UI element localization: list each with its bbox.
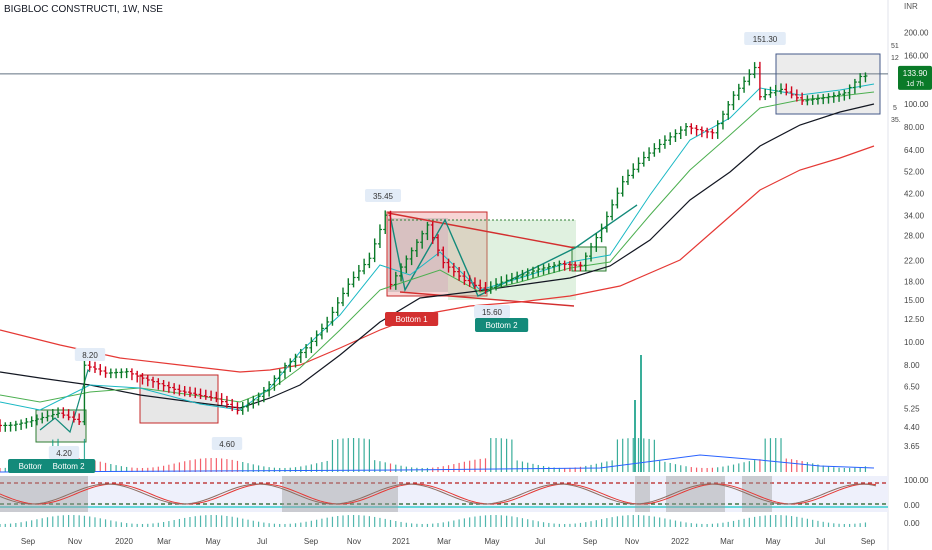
pattern-label: Bottom 1 bbox=[396, 315, 429, 324]
interval-label: 1W bbox=[122, 4, 137, 15]
side-label: 5 bbox=[893, 105, 897, 112]
chart-title: BIGBLOC CONSTRUCTI, 1W, NSE bbox=[4, 4, 163, 15]
y-tick-label: 3.65 bbox=[904, 442, 920, 451]
x-tick-label: Sep bbox=[304, 537, 319, 546]
x-tick-label: Sep bbox=[21, 537, 36, 546]
x-tick-label: 2020 bbox=[115, 537, 133, 546]
pattern-label: Bottom 2 bbox=[53, 462, 86, 471]
ema-slow-line bbox=[0, 103, 875, 409]
trough-label-bg bbox=[474, 305, 510, 318]
y-tick-label: 100.00 bbox=[904, 100, 929, 109]
peak-label: 35.45 bbox=[373, 192, 394, 201]
y-tick-label: 18.00 bbox=[904, 277, 925, 286]
price-tag-value: 133.90 bbox=[903, 69, 928, 78]
osc-shaded-zone bbox=[282, 476, 398, 512]
trough-label: 15.60 bbox=[482, 308, 503, 317]
zigzag-line bbox=[389, 204, 638, 297]
y-tick-label: 8.00 bbox=[904, 361, 920, 370]
y-tick-label: 22.00 bbox=[904, 257, 925, 266]
x-tick-label: May bbox=[484, 537, 499, 546]
peak-label-bg bbox=[74, 348, 106, 361]
x-tick-label: Nov bbox=[347, 537, 361, 546]
x-tick-label: Jul bbox=[535, 537, 545, 546]
pattern-zone-border bbox=[35, 409, 87, 443]
y-tick-label: 10.00 bbox=[904, 338, 925, 347]
x-tick-label: Jul bbox=[815, 537, 825, 546]
osc-shaded-zone bbox=[0, 476, 88, 512]
y-tick-label: 64.00 bbox=[904, 146, 925, 155]
x-tick-label: Mar bbox=[437, 537, 451, 546]
x-tick-label: Sep bbox=[861, 537, 876, 546]
price-tag-box bbox=[898, 65, 932, 90]
y-tick-label: 6.50 bbox=[904, 383, 920, 392]
y-tick-label: 52.00 bbox=[904, 168, 925, 177]
oscillator-pane bbox=[0, 476, 888, 512]
y-tick-label: 160.00 bbox=[904, 52, 929, 61]
x-tick-label: Mar bbox=[157, 537, 171, 546]
trough-label: 4.20 bbox=[56, 449, 72, 458]
side-label: 51 bbox=[891, 43, 899, 50]
pattern-label-bg bbox=[385, 312, 439, 326]
peak-label-bg bbox=[365, 189, 401, 202]
y-tick-label: 200.00 bbox=[904, 28, 929, 37]
y-tick-label: 80.00 bbox=[904, 123, 925, 132]
trough-label-bg bbox=[48, 446, 80, 459]
pattern-label-bg bbox=[42, 459, 96, 473]
x-tick-label: Jul bbox=[257, 537, 267, 546]
y-tick-label: 4.40 bbox=[904, 423, 920, 432]
osc-signal-line bbox=[0, 483, 877, 505]
x-tick-label: May bbox=[765, 537, 780, 546]
y-tick-label: 42.00 bbox=[904, 190, 925, 199]
x-tick-label: 2022 bbox=[671, 537, 689, 546]
y-tick-label: 5.25 bbox=[904, 405, 920, 414]
osc-shaded-zone bbox=[635, 476, 650, 512]
osc-main-line bbox=[0, 483, 877, 505]
ema-long-line bbox=[0, 145, 875, 373]
volume-ma-line bbox=[0, 454, 875, 473]
y-tick-label: 15.00 bbox=[904, 296, 925, 305]
osc-tick-label: 0.00 bbox=[904, 501, 920, 510]
x-tick-label: Nov bbox=[625, 537, 639, 546]
trend-line-upper bbox=[387, 212, 576, 249]
pattern-zone bbox=[448, 220, 576, 300]
x-tick-label: Nov bbox=[68, 537, 82, 546]
side-label: 35. bbox=[891, 117, 901, 124]
peak-label-bg bbox=[744, 32, 786, 45]
pattern-label-bg bbox=[475, 318, 529, 332]
trough-label-bg bbox=[211, 437, 243, 450]
symbol-label: BIGBLOC CONSTRUCTI bbox=[4, 4, 117, 15]
x-tick-label: 2021 bbox=[392, 537, 410, 546]
price-tag-countdown: 1d 7h bbox=[906, 81, 924, 88]
ema-fast-line bbox=[0, 83, 875, 411]
peak-label: 8.20 bbox=[82, 351, 98, 360]
pattern-zone-border bbox=[571, 246, 607, 272]
exchange-label: NSE bbox=[142, 4, 163, 15]
side-label: 12 bbox=[891, 55, 899, 62]
osc-shaded-zone bbox=[666, 476, 725, 512]
y-tick-label: 28.00 bbox=[904, 232, 925, 241]
x-tick-label: May bbox=[205, 537, 220, 546]
pattern-label: Bottom 2 bbox=[486, 321, 519, 330]
osc-shaded-zone bbox=[742, 476, 772, 512]
zigzag-line bbox=[39, 368, 91, 434]
osc-tick-label: 100.00 bbox=[904, 476, 929, 485]
x-tick-label: Sep bbox=[583, 537, 598, 546]
peak-label: 151.30 bbox=[753, 35, 778, 44]
y-tick-label: 34.00 bbox=[904, 212, 925, 221]
currency-label: INR bbox=[904, 2, 918, 11]
x-tick-label: Mar bbox=[720, 537, 734, 546]
pattern-zone-border bbox=[775, 53, 881, 115]
y-tick-label: 12.50 bbox=[904, 315, 925, 324]
hist-tick-label: 0.00 bbox=[904, 519, 920, 528]
pattern-label: Bottom 1 bbox=[19, 462, 52, 471]
trend-line-lower bbox=[399, 291, 575, 307]
pattern-zone bbox=[776, 54, 880, 114]
trough-label: 4.60 bbox=[219, 440, 235, 449]
